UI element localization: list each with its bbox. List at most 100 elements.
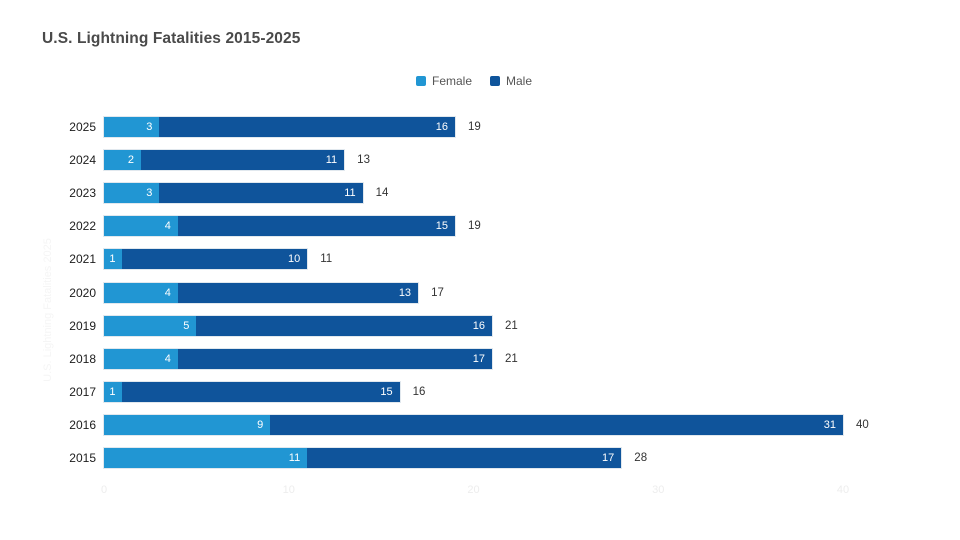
bar-segment-female: 4 xyxy=(104,282,178,303)
x-tick-label: 10 xyxy=(282,484,295,496)
segment-value-label: 16 xyxy=(435,121,449,133)
bar-total-label: 19 xyxy=(468,121,481,133)
legend: Female Male xyxy=(104,74,844,88)
segment-value-label: 5 xyxy=(183,319,190,332)
bar-segment-female: 3 xyxy=(104,183,160,204)
year-label: 2016 xyxy=(69,417,96,432)
legend-item-female[interactable]: Female xyxy=(415,74,472,88)
stacked-bar: 3 16 xyxy=(104,117,456,137)
year-label: 2015 xyxy=(69,451,96,465)
year-label: 2024 xyxy=(69,153,96,168)
segment-value-label: 17 xyxy=(472,352,485,365)
bar-total-label: 28 xyxy=(634,452,648,464)
bar-row-2016: 2016 9 31 40 xyxy=(0,414,960,435)
year-label: 2019 xyxy=(69,318,96,333)
stacked-bar: 3 11 xyxy=(104,183,363,204)
segment-value-label: 11 xyxy=(325,154,338,167)
bar-segment-female: 4 xyxy=(104,216,178,237)
legend-item-male[interactable]: Male xyxy=(490,74,532,88)
stacked-bar: 2 11 xyxy=(104,150,345,171)
bar-segment-male: 31 xyxy=(270,414,843,435)
segment-value-label: 31 xyxy=(823,418,836,431)
segment-value-label: 3 xyxy=(146,121,153,133)
bar-segment-male: 11 xyxy=(140,150,345,171)
bar-row-2024: 2024 2 11 13 xyxy=(0,150,960,171)
bar-row-2019: 2019 5 16 21 xyxy=(0,315,960,336)
segment-value-label: 10 xyxy=(287,253,301,266)
x-tick-label: 30 xyxy=(652,484,665,496)
stacked-bar: 9 31 xyxy=(104,414,843,435)
segment-value-label: 9 xyxy=(257,418,264,431)
legend-label-male: Male xyxy=(506,74,533,88)
chart-title: U.S. Lightning Fatalities 2015-2025 xyxy=(42,30,301,47)
bar-total-label: 19 xyxy=(468,220,481,233)
legend-swatch-male-icon xyxy=(490,76,500,86)
segment-value-label: 1 xyxy=(109,253,116,266)
segment-value-label: 15 xyxy=(435,220,449,233)
stacked-bar: 4 15 xyxy=(104,216,456,237)
bar-segment-female: 1 xyxy=(104,249,123,270)
bar-total-label: 17 xyxy=(431,286,444,299)
year-label: 2020 xyxy=(69,285,96,300)
bar-total-label: 21 xyxy=(504,319,518,332)
x-tick-label: 0 xyxy=(100,484,108,496)
segment-value-label: 11 xyxy=(344,187,356,200)
bar-row-2025: 2025 3 16 19 xyxy=(0,117,960,137)
bar-segment-female: 9 xyxy=(104,414,271,435)
bar-segment-male: 16 xyxy=(196,315,492,336)
year-label: 2023 xyxy=(69,186,96,201)
legend-label-female: Female xyxy=(431,74,472,88)
bar-segment-female: 3 xyxy=(104,117,160,137)
x-tick-label: 40 xyxy=(836,484,850,496)
stacked-bar: 5 16 xyxy=(104,315,492,336)
bar-segment-female: 5 xyxy=(104,315,197,336)
bar-row-2021: 2021 1 10 11 xyxy=(0,249,960,270)
bar-segment-male: 10 xyxy=(122,249,308,270)
segment-value-label: 11 xyxy=(288,452,301,464)
bar-segment-male: 15 xyxy=(122,381,400,402)
bar-row-2023: 2023 3 11 14 xyxy=(0,183,960,204)
bar-segment-male: 16 xyxy=(159,117,456,137)
year-label: 2025 xyxy=(69,120,96,134)
bar-segment-male: 11 xyxy=(159,183,363,204)
bar-segment-female: 4 xyxy=(104,348,178,369)
bar-segment-female: 2 xyxy=(104,150,141,171)
segment-value-label: 15 xyxy=(380,385,393,398)
bar-segment-male: 17 xyxy=(307,448,622,468)
stacked-bar: 4 13 xyxy=(104,282,419,303)
year-label: 2017 xyxy=(69,384,96,399)
segment-value-label: 4 xyxy=(164,220,171,233)
bar-total-label: 21 xyxy=(504,352,518,365)
segment-value-label: 1 xyxy=(109,385,116,398)
year-label: 2022 xyxy=(69,219,96,234)
bar-row-2020: 2020 4 13 17 xyxy=(0,282,960,303)
bar-row-2017: 2017 1 15 16 xyxy=(0,381,960,402)
segment-value-label: 2 xyxy=(127,154,134,167)
segment-value-label: 4 xyxy=(164,286,171,299)
bar-total-label: 13 xyxy=(357,154,370,167)
bar-total-label: 16 xyxy=(412,385,426,398)
year-label: 2018 xyxy=(69,351,96,366)
bar-row-2018: 2018 4 17 21 xyxy=(0,348,960,369)
bar-total-label: 40 xyxy=(856,418,869,431)
bar-row-2015: 2015 11 17 28 xyxy=(0,448,960,468)
bar-segment-male: 15 xyxy=(177,216,456,237)
segment-value-label: 17 xyxy=(602,452,615,464)
bar-segment-female: 11 xyxy=(104,448,308,468)
segment-value-label: 16 xyxy=(472,319,485,332)
bar-total-label: 14 xyxy=(375,187,389,200)
stacked-bar: 1 10 xyxy=(104,249,308,270)
bar-total-label: 11 xyxy=(320,253,333,266)
bar-row-2022: 2022 4 15 19 xyxy=(0,216,960,237)
segment-value-label: 4 xyxy=(164,352,171,365)
x-tick-label: 20 xyxy=(467,484,480,496)
bar-segment-male: 17 xyxy=(177,348,492,369)
bar-segment-male: 13 xyxy=(177,282,419,303)
legend-swatch-female-icon xyxy=(415,76,426,86)
stacked-bar: 11 17 xyxy=(104,448,622,468)
bar-segment-female: 1 xyxy=(104,381,123,402)
segment-value-label: 13 xyxy=(398,286,412,299)
stacked-bar: 1 15 xyxy=(104,381,400,402)
